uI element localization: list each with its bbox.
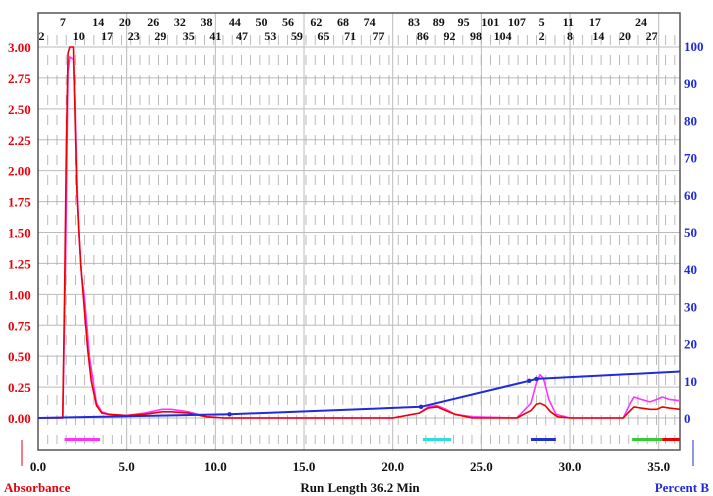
- grid-lines: [37, 13, 680, 450]
- chart-series: [37, 46, 681, 419]
- y-left-tick-label: 1.50: [8, 226, 31, 241]
- y-left-tick-label: 0.50: [8, 349, 31, 364]
- fraction-label: 27: [646, 29, 658, 43]
- x-tick-label: 30.0: [559, 459, 582, 474]
- fraction-label: 11: [563, 15, 574, 29]
- series-line: [38, 46, 681, 419]
- fraction-label: 26: [147, 15, 159, 29]
- fraction-label: 17: [101, 29, 113, 43]
- x-tick-label: 35.0: [647, 459, 670, 474]
- left-axis-title: Absorbance: [4, 480, 71, 495]
- series-point: [527, 378, 532, 383]
- y-right-tick-label: 50: [684, 225, 697, 240]
- fraction-label: 29: [154, 29, 166, 43]
- fraction-label: 71: [344, 29, 356, 43]
- series-point: [227, 412, 232, 417]
- fraction-bar: [422, 438, 452, 441]
- y-left-tick-label: 2.00: [8, 164, 31, 179]
- y-right-tick-label: 0: [684, 411, 691, 426]
- fraction-label: 59: [291, 29, 303, 43]
- fraction-label: 2: [39, 29, 45, 43]
- fraction-label: 86: [417, 29, 429, 43]
- y-left-tick-label: 1.75: [8, 195, 31, 210]
- y-right-tick-label: 80: [684, 113, 697, 128]
- fraction-label: 2: [539, 29, 545, 43]
- y-left-tick-label: 1.25: [8, 256, 31, 271]
- y-left-tick-label: 1.00: [8, 287, 31, 302]
- fraction-label: 89: [433, 15, 445, 29]
- fraction-label: 56: [282, 15, 294, 29]
- fraction-label: 20: [119, 15, 131, 29]
- y-left-tick-label: 3.00: [8, 40, 31, 55]
- plot-frame: [37, 12, 681, 451]
- axis-labels: 0.000.250.500.751.001.251.501.752.002.25…: [8, 39, 704, 474]
- y-right-tick-label: 70: [684, 151, 697, 166]
- y-right-tick-label: 100: [684, 39, 704, 54]
- fraction-label: 68: [337, 15, 349, 29]
- fraction-bar: [64, 438, 101, 441]
- fraction-label: 98: [470, 29, 482, 43]
- fraction-label: 92: [443, 29, 455, 43]
- y-left-tick-label: 2.25: [8, 133, 31, 148]
- fraction-label: 95: [458, 15, 470, 29]
- x-axis-title: Run Length 36.2 Min: [300, 480, 420, 495]
- fraction-label: 32: [174, 15, 186, 29]
- fraction-label: 5: [539, 15, 545, 29]
- fraction-label: 101: [481, 15, 499, 29]
- series-point: [534, 376, 539, 382]
- fraction-label: 23: [128, 29, 140, 43]
- fraction-label: 7: [60, 15, 66, 29]
- fraction-bar: [662, 438, 680, 441]
- x-tick-label: 25.0: [470, 459, 493, 474]
- fraction-label: 17: [589, 15, 601, 29]
- fraction-label: 20: [619, 29, 631, 43]
- y-right-tick-label: 90: [684, 76, 697, 91]
- fraction-label: 38: [200, 15, 212, 29]
- fraction-label: 44: [229, 15, 241, 29]
- x-tick-label: 10.0: [204, 459, 227, 474]
- fraction-bar: [531, 438, 556, 441]
- fraction-label: 10: [73, 29, 85, 43]
- fraction-label: 77: [373, 29, 385, 43]
- y-left-tick-label: 0.25: [8, 380, 31, 395]
- fraction-bar: [632, 438, 663, 441]
- y-right-tick-label: 30: [684, 299, 697, 314]
- fraction-label: 35: [183, 29, 195, 43]
- fraction-label: 14: [592, 29, 604, 43]
- fraction-label: 8: [567, 29, 573, 43]
- series-line: [37, 370, 681, 419]
- fraction-labels: 7 14 20 26 32 38 44 50 56 62 68 74 83 89 95 101 107 5 11 17…: [39, 15, 658, 43]
- x-tick-label: 15.0: [293, 459, 316, 474]
- fraction-label: 62: [310, 15, 322, 29]
- y-left-tick-label: 0.75: [8, 318, 31, 333]
- fraction-label: 47: [236, 29, 248, 43]
- fraction-label: 41: [209, 29, 221, 43]
- right-axis-title: Percent B: [655, 480, 710, 495]
- x-tick-label: 0.0: [30, 459, 46, 474]
- x-tick-label: 5.0: [119, 459, 135, 474]
- y-right-tick-label: 40: [684, 262, 697, 277]
- y-right-tick-label: 60: [684, 188, 697, 203]
- fraction-label: 83: [408, 15, 420, 29]
- fraction-label: 14: [92, 15, 104, 29]
- fraction-label: 53: [264, 29, 276, 43]
- y-left-tick-label: 0.00: [8, 411, 31, 426]
- x-tick-label: 20.0: [381, 459, 404, 474]
- y-left-tick-label: 2.50: [8, 102, 31, 117]
- fraction-label: 107: [508, 15, 526, 29]
- fraction-label: 74: [364, 15, 376, 29]
- fraction-label: 50: [255, 15, 267, 29]
- fraction-label: 24: [635, 15, 647, 29]
- y-left-tick-label: 2.75: [8, 71, 31, 86]
- fraction-label: 65: [318, 29, 330, 43]
- y-right-tick-label: 10: [684, 374, 697, 389]
- series-point: [418, 404, 424, 410]
- fraction-label: 104: [494, 29, 512, 43]
- series-line: [38, 56, 681, 419]
- y-right-tick-label: 20: [684, 337, 697, 352]
- fraction-bars: [64, 438, 680, 441]
